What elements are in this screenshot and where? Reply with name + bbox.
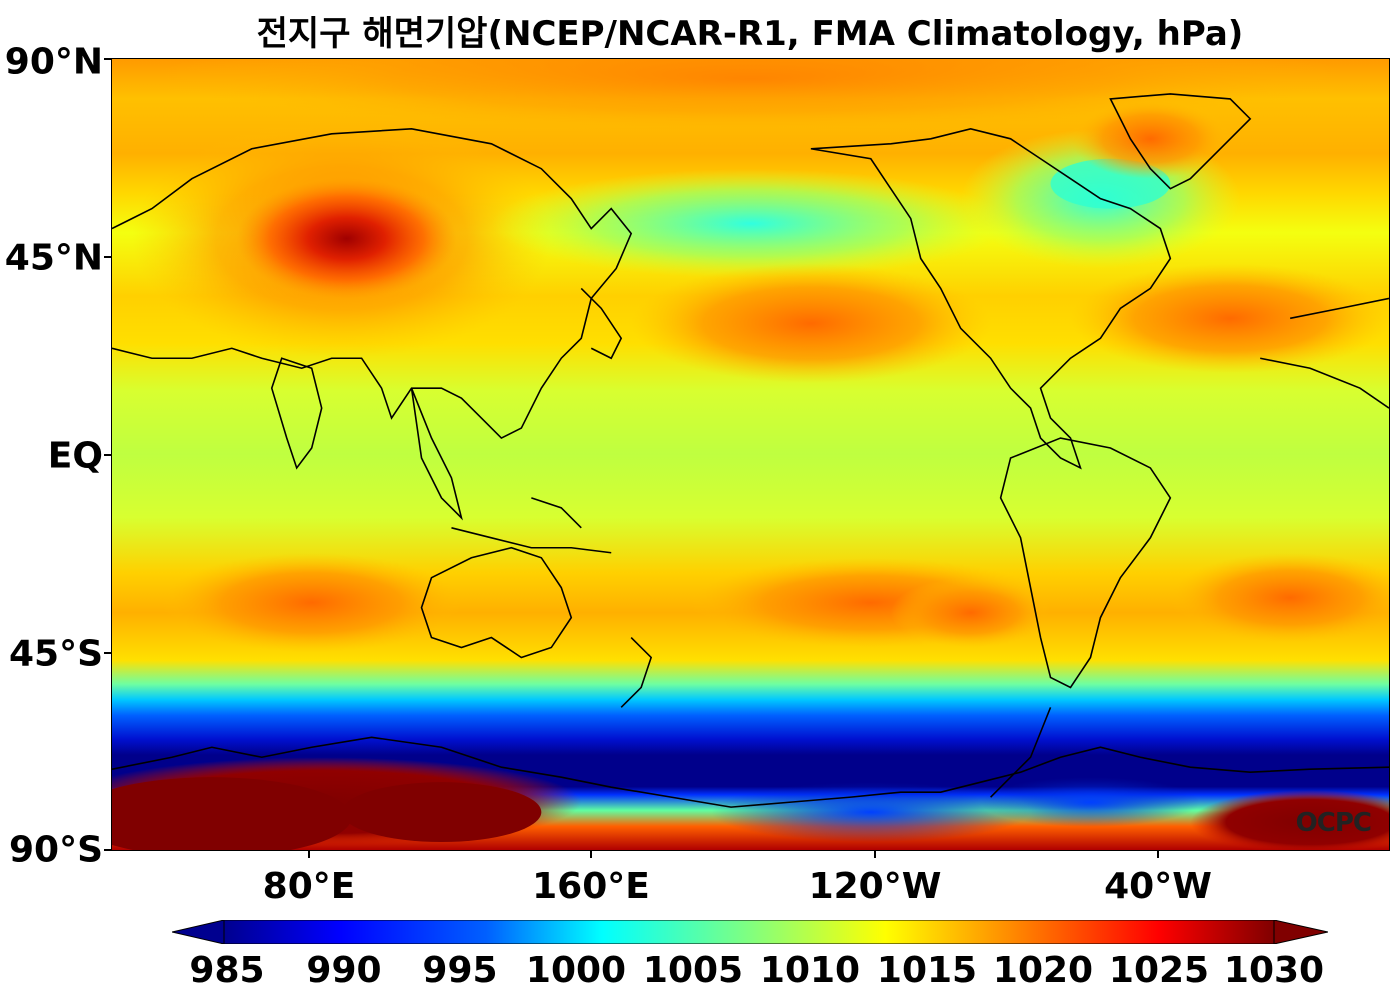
colorbar-tick-1010: 1010	[759, 950, 861, 991]
lon-label-160e: 160°E	[532, 866, 650, 907]
lon-tick	[308, 851, 310, 858]
lon-label-120w: 120°W	[808, 866, 942, 907]
colorbar-tick-995: 995	[422, 950, 498, 991]
colorbar-tick-985: 985	[189, 950, 265, 991]
colorbar-tick-1000: 1000	[525, 950, 627, 991]
ocpc-watermark: OCPC	[1295, 808, 1372, 838]
lat-label-45s: 45°S	[8, 633, 103, 675]
lat-label-90s: 90°S	[8, 829, 103, 871]
lat-label-45n: 45°N	[4, 237, 103, 279]
colorbar-tick-1030: 1030	[1223, 950, 1325, 991]
lat-label-90n: 90°N	[4, 41, 103, 83]
lon-label-40w: 40°W	[1104, 866, 1212, 907]
colorbar-gradient	[172, 920, 1328, 944]
lat-label-eq: EQ	[47, 435, 103, 477]
map-panel: OCPC	[111, 58, 1390, 851]
lon-label-80e: 80°E	[262, 866, 356, 907]
colorbar	[172, 920, 1328, 944]
lon-tick	[590, 851, 592, 858]
colorbar-tick-1025: 1025	[1108, 950, 1210, 991]
lat-tick	[104, 652, 111, 654]
lon-tick	[874, 851, 876, 858]
colorbar-tick-1015: 1015	[876, 950, 978, 991]
lat-tick	[104, 454, 111, 456]
pressure-field-map	[112, 59, 1389, 850]
lat-tick	[104, 256, 111, 258]
colorbar-tick-990: 990	[306, 950, 382, 991]
lat-tick	[104, 849, 111, 851]
lon-tick	[1157, 851, 1159, 858]
map-title: 전지구 해면기압(NCEP/NCAR-R1, FMA Climatology, …	[256, 14, 1244, 54]
colorbar-tick-1020: 1020	[992, 950, 1094, 991]
colorbar-tick-1005: 1005	[642, 950, 744, 991]
coastlines	[112, 93, 1389, 808]
lat-tick	[104, 58, 111, 60]
